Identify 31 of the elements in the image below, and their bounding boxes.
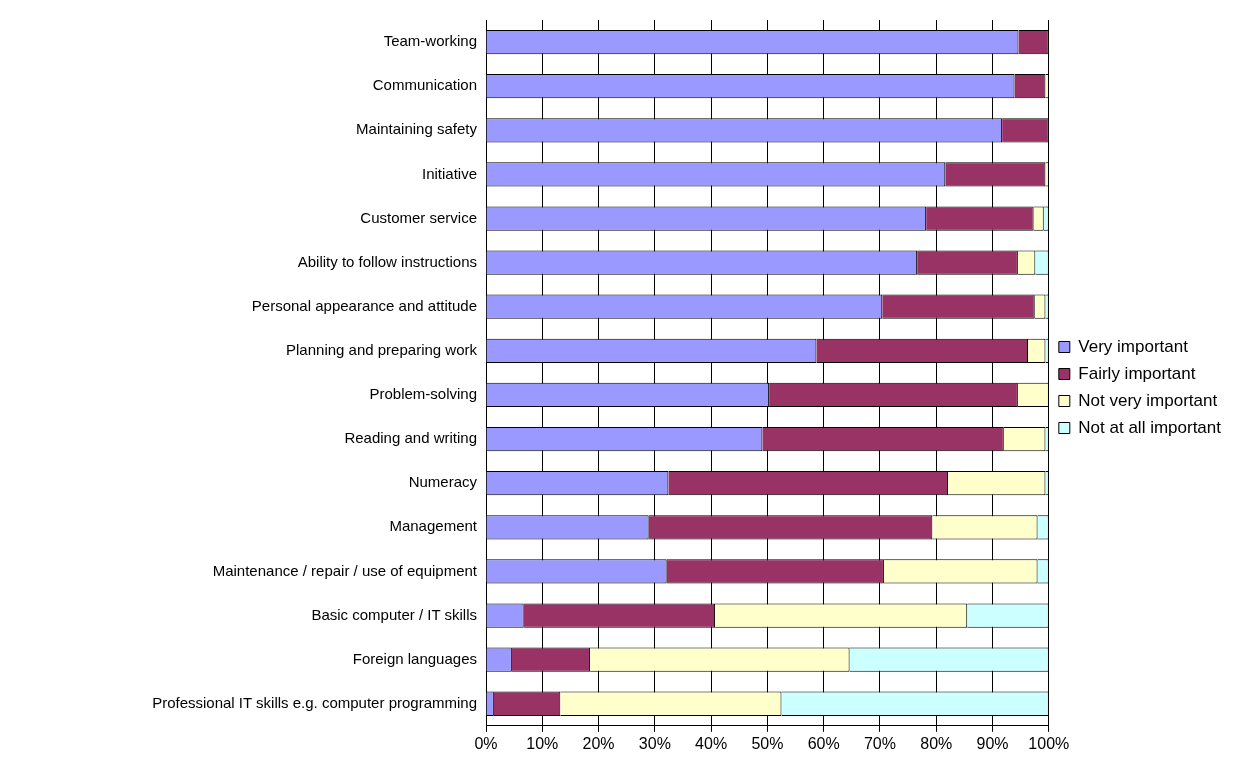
y-tick-label: Maintaining safety	[356, 120, 478, 138]
y-tick-label: Reading and writing	[344, 429, 477, 447]
y-tick-label: Professional IT skills e.g. computer programming	[152, 693, 477, 711]
x-tick-label: 80%	[920, 734, 953, 752]
y-tick-label: Planning and preparing work	[286, 340, 478, 358]
y-tick-label: Basic computer / IT skills	[311, 605, 477, 623]
x-tick-label: 10%	[526, 734, 559, 752]
legend-label: Very important	[1078, 336, 1189, 356]
y-tick-label: Ability to follow instructions	[297, 252, 477, 270]
x-tick-label: 60%	[807, 734, 840, 752]
y-tick-label: Personal appearance and attitude	[251, 296, 477, 314]
y-tick-label: Communication	[372, 76, 477, 94]
y-tick-label: Numeracy	[408, 473, 478, 491]
y-tick-label: Foreign languages	[352, 649, 477, 667]
legend-label: Fairly important	[1078, 363, 1196, 383]
legend-label: Not at all important	[1078, 417, 1222, 437]
y-tick-label: Initiative	[421, 164, 477, 182]
x-tick-label: 100%	[1028, 734, 1070, 752]
y-tick-label: Maintenance / repair / use of equipment	[212, 561, 478, 579]
x-tick-label: 0%	[474, 734, 498, 752]
x-tick-label: 50%	[751, 734, 784, 752]
x-tick-label: 30%	[638, 734, 671, 752]
y-tick-label: Problem-solving	[369, 385, 477, 403]
y-tick-label: Team-working	[383, 32, 477, 50]
x-tick-label: 40%	[695, 734, 728, 752]
x-tick-label: 70%	[863, 734, 896, 752]
y-tick-label: Customer service	[360, 208, 477, 226]
x-tick-label: 90%	[976, 734, 1009, 752]
x-tick-label: 20%	[582, 734, 615, 752]
legend-label: Not very important	[1078, 390, 1218, 410]
y-tick-label: Management	[389, 517, 478, 535]
